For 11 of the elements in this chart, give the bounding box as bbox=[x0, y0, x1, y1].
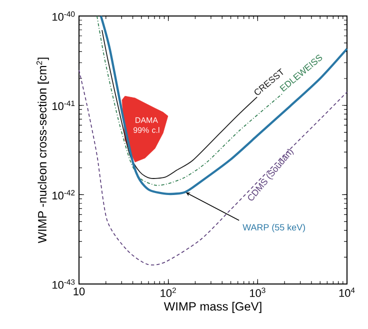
y-axis-title: WIMP -nucleon cross-section [cm$^{2}$] bbox=[36, 58, 49, 244]
x-tick-label: 10$^{3}$ bbox=[250, 288, 266, 297]
y-tick-label: 10$^{-42}$ bbox=[52, 190, 75, 200]
x-tick-label: 10$^{4}$ bbox=[339, 288, 355, 297]
y-tick-label: 10$^{-40}$ bbox=[52, 11, 75, 21]
text: WARP (55 keV) bbox=[242, 224, 305, 232]
y-tick-label: 10$^{-41}$ bbox=[52, 100, 75, 110]
x-tick-label: 10$^{2}$ bbox=[160, 288, 176, 297]
x-tick-label: 10 bbox=[74, 288, 85, 296]
x-axis-title: WIMP mass [GeV] bbox=[164, 302, 262, 313]
y-tick-label: 10$^{-43}$ bbox=[52, 279, 75, 289]
